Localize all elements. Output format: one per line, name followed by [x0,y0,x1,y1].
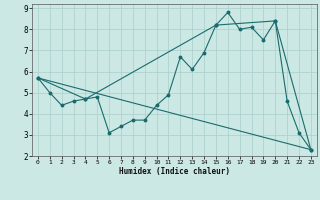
X-axis label: Humidex (Indice chaleur): Humidex (Indice chaleur) [119,167,230,176]
